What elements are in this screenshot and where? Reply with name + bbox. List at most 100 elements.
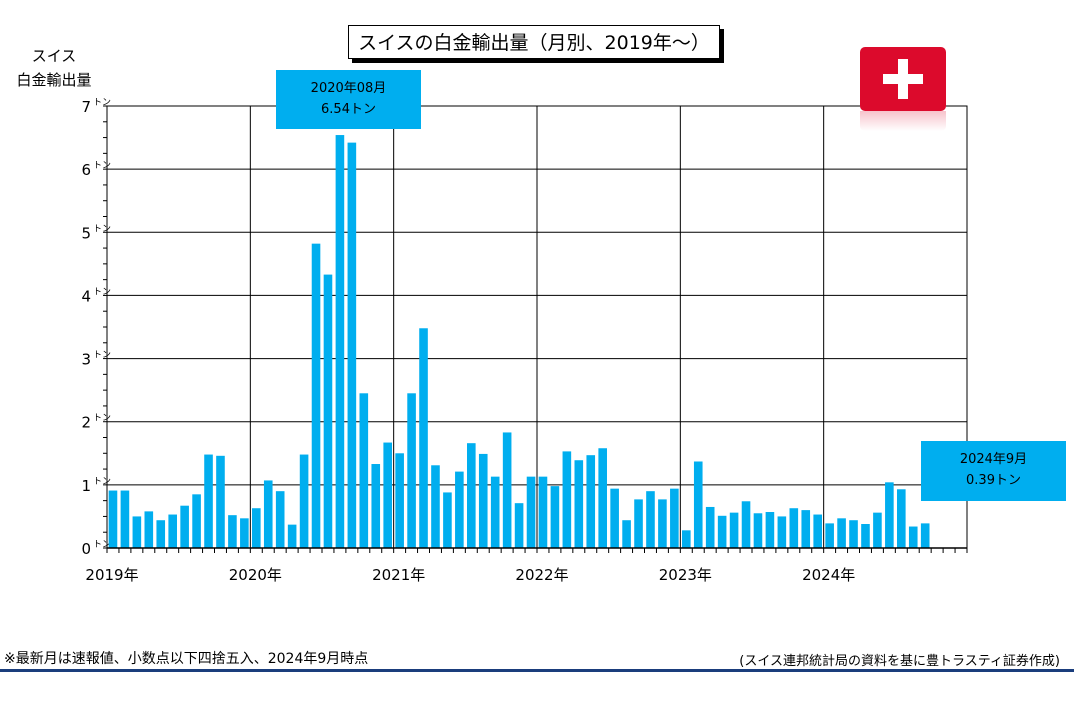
y-tick-unit: トン — [93, 287, 111, 297]
bar — [490, 476, 500, 548]
bar — [920, 523, 930, 548]
y-tick-label: 0 — [81, 540, 91, 558]
bar — [586, 455, 596, 548]
y-tick-label: 1 — [81, 477, 91, 495]
y-tick-label: 4 — [81, 287, 91, 305]
bar — [359, 393, 369, 548]
y-tick-unit: トン — [93, 540, 111, 550]
bar — [705, 506, 715, 548]
bar — [156, 520, 166, 548]
x-tick-label: 2020年 — [229, 566, 282, 584]
bar — [180, 505, 189, 548]
bar — [682, 530, 691, 548]
bar — [837, 518, 846, 548]
bar — [908, 526, 918, 548]
bar — [443, 492, 452, 548]
bar — [502, 432, 512, 548]
x-tick-label: 2021年 — [372, 566, 425, 584]
bar — [347, 142, 357, 548]
bar — [777, 516, 787, 548]
bar — [263, 480, 273, 548]
bar — [514, 503, 524, 548]
bar — [455, 471, 464, 548]
bar — [861, 524, 870, 548]
bar — [395, 453, 404, 548]
latest-callout: 2024年9月 0.39トン — [921, 441, 1066, 501]
bar — [538, 476, 548, 548]
footer-divider — [0, 669, 1074, 672]
bar — [550, 486, 560, 548]
bar — [252, 508, 261, 548]
bar — [825, 523, 834, 548]
y-tick-unit: トン — [93, 477, 111, 487]
bar — [371, 464, 381, 548]
bar — [658, 499, 667, 548]
y-tick-label: 5 — [81, 224, 91, 242]
bar — [598, 448, 607, 548]
bar — [299, 454, 309, 548]
bar — [717, 515, 727, 548]
x-tick-label: 2019年 — [85, 566, 138, 584]
latest-callout-date: 2024年9月 — [959, 452, 1028, 467]
bar — [407, 393, 416, 548]
chart-title: スイスの白金輸出量（月別、2019年～） — [348, 25, 720, 59]
bar — [801, 510, 811, 548]
y-tick-label: 6 — [81, 161, 91, 179]
x-tick-label: 2023年 — [659, 566, 712, 584]
y-tick-label: 7 — [81, 98, 91, 116]
y-tick-unit: トン — [93, 351, 111, 361]
bar — [168, 514, 177, 548]
bar — [622, 520, 631, 548]
bar — [753, 513, 763, 548]
peak-callout-value: 6.54トン — [321, 102, 376, 117]
bar — [108, 490, 118, 548]
latest-callout-value: 0.39トン — [966, 473, 1021, 488]
y-tick-label: 2 — [81, 414, 91, 432]
bar — [287, 524, 297, 548]
bar — [729, 512, 739, 548]
bar — [216, 455, 225, 548]
bar — [693, 461, 703, 548]
bar — [120, 490, 130, 548]
bar — [240, 518, 249, 548]
bar — [144, 511, 154, 548]
bar — [383, 442, 392, 548]
x-tick-label: 2022年 — [515, 566, 568, 584]
bar — [419, 328, 428, 548]
bar — [275, 491, 285, 548]
bar — [873, 512, 882, 548]
y-axis-label-line1: スイス — [31, 47, 77, 65]
y-tick-unit: トン — [93, 414, 111, 424]
bar — [431, 465, 440, 548]
bar — [646, 491, 655, 548]
bar — [813, 514, 822, 548]
y-axis-label-line2: 白金輸出量 — [16, 71, 92, 89]
bar — [323, 274, 333, 548]
flag-cross-vertical — [898, 59, 908, 99]
bar — [574, 460, 584, 548]
y-tick-unit: トン — [93, 224, 111, 234]
bar — [885, 482, 894, 548]
bar — [610, 488, 619, 548]
footnote: ※最新月は速報値、小数点以下四捨五入、2024年9月時点 — [4, 651, 369, 667]
bar — [204, 454, 213, 548]
bar — [228, 515, 237, 548]
peak-callout-date: 2020年08月 — [310, 81, 387, 96]
bar — [132, 516, 142, 548]
bar — [562, 451, 572, 548]
y-tick-unit: トン — [93, 161, 111, 171]
bar — [335, 135, 345, 548]
bar — [311, 243, 321, 548]
bar — [467, 443, 476, 548]
bar — [765, 512, 775, 548]
bar — [897, 489, 906, 548]
flag-reflection — [860, 111, 946, 131]
bar — [849, 520, 858, 548]
bar — [634, 499, 643, 548]
swiss-flag-icon — [860, 47, 946, 111]
x-tick-label: 2024年 — [802, 566, 855, 584]
bar — [789, 508, 799, 548]
source-note: (スイス連邦統計局の資料を基に豊トラスティ証券作成) — [739, 654, 1060, 669]
bar — [478, 453, 488, 548]
